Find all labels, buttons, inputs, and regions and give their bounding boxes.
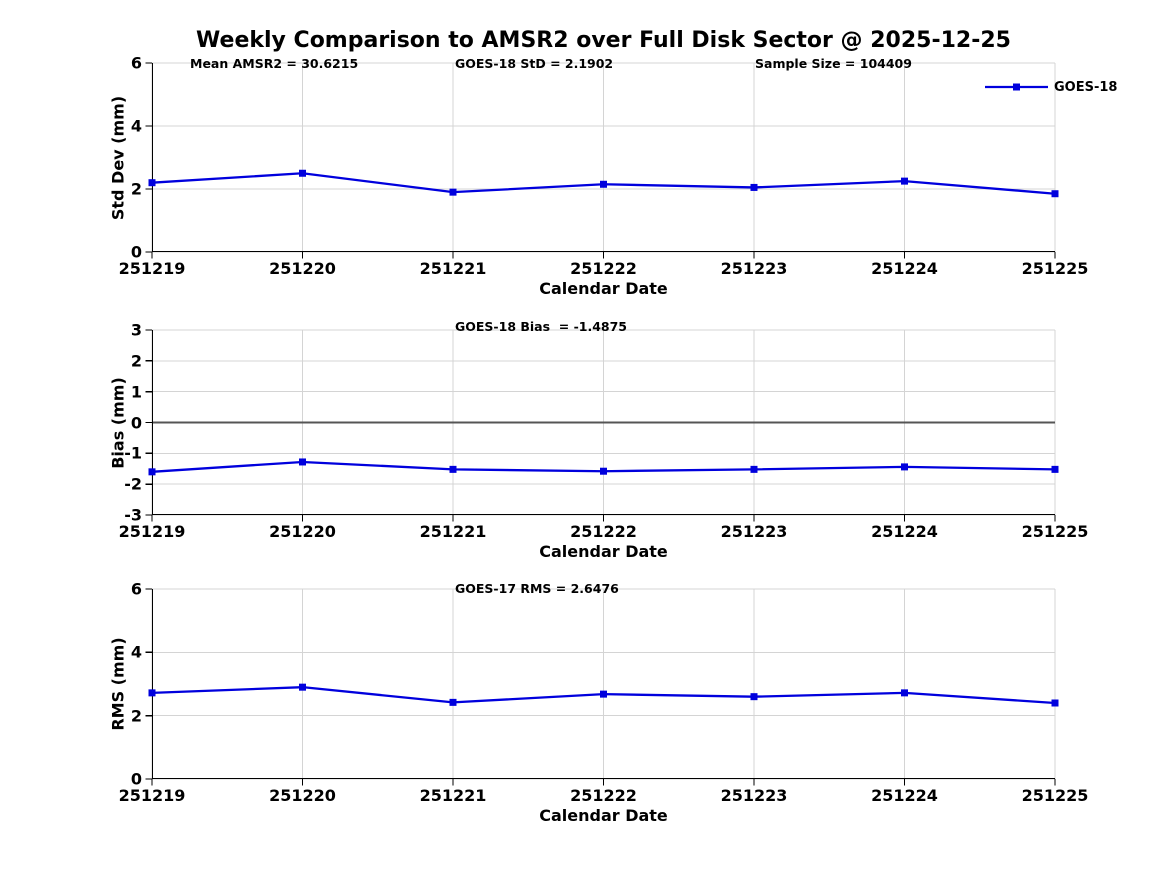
x-tick-label: 251221	[419, 259, 487, 278]
y-tick-label: 6	[130, 53, 142, 73]
x-tick-label: 251221	[419, 522, 487, 541]
bias-plot-area	[145, 329, 1059, 522]
y-tick-label: 4	[130, 642, 142, 662]
y-tick-label: 2	[130, 179, 142, 199]
y-tick-label: 0	[130, 413, 142, 432]
data-point-marker	[750, 183, 758, 191]
x-tick-label: 251220	[269, 259, 336, 278]
data-point-marker	[901, 463, 908, 471]
data-point-marker	[148, 179, 156, 187]
x-tick-label: 251225	[1021, 786, 1089, 805]
bias-x-axis-label: Calendar Date	[539, 542, 668, 561]
y-tick-label: 4	[130, 116, 142, 136]
x-tick-label: 251224	[871, 786, 938, 805]
stddev-plot-area	[145, 62, 1059, 259]
data-point-marker	[449, 698, 457, 706]
data-point-marker	[299, 458, 306, 466]
rms-plot-area	[145, 588, 1059, 786]
annotation-sample-size: Sample Size = 104409	[755, 56, 912, 71]
data-point-marker	[1051, 465, 1059, 473]
data-point-marker	[600, 467, 607, 475]
x-tick-label: 251224	[871, 522, 938, 541]
x-tick-label: 251219	[118, 259, 186, 278]
x-tick-label: 251222	[570, 259, 637, 278]
legend: GOES-18	[985, 79, 1118, 95]
data-point-marker	[148, 689, 156, 697]
y-tick-label: 2	[130, 351, 142, 371]
y-tick-label: 3	[130, 320, 142, 340]
x-tick-label: 251225	[1021, 259, 1089, 278]
stddev-subplot: Mean AMSR2 = 30.6215 GOES-18 StD = 2.190…	[109, 54, 1118, 299]
data-point-marker	[1051, 699, 1059, 707]
x-tick-label: 251221	[419, 786, 487, 805]
rms-y-axis-label: RMS (mm)	[108, 637, 128, 731]
legend-square-marker-icon	[1013, 83, 1020, 91]
annotation-goes18-std: GOES-18 StD = 2.1902	[455, 56, 614, 71]
data-point-marker	[901, 177, 908, 185]
x-tick-label: 251223	[720, 259, 788, 278]
rms-subplot: GOES-17 RMS = 2.6476 RMS (mm) Calendar D…	[109, 580, 1089, 826]
x-tick-label: 251225	[1021, 522, 1089, 541]
y-tick-label: -3	[124, 505, 142, 525]
y-tick-label: 6	[130, 579, 142, 599]
x-tick-label: 251224	[871, 259, 938, 278]
y-tick-label: -2	[124, 474, 142, 494]
data-point-marker	[750, 465, 758, 473]
legend-label: GOES-18	[1054, 79, 1118, 95]
data-point-marker	[750, 693, 758, 701]
x-tick-label: 251220	[269, 522, 336, 541]
x-tick-label: 251222	[570, 522, 637, 541]
data-point-marker	[449, 188, 457, 196]
data-point-marker	[299, 169, 306, 177]
legend-line-sample	[985, 83, 1048, 91]
y-tick-label: 0	[130, 242, 142, 262]
y-tick-label: -1	[124, 443, 142, 463]
data-point-marker	[901, 689, 908, 697]
x-tick-label: 251223	[720, 522, 788, 541]
stddev-y-axis-label: Std Dev (mm)	[108, 95, 128, 220]
x-tick-label: 251222	[570, 786, 637, 805]
data-point-marker	[600, 180, 607, 188]
annotation-mean-amsr2: Mean AMSR2 = 30.6215	[190, 56, 359, 71]
data-point-marker	[1051, 190, 1059, 198]
x-tick-label: 251219	[118, 786, 186, 805]
y-tick-label: 0	[130, 769, 142, 789]
rms-x-axis-label: Calendar Date	[539, 806, 668, 825]
y-tick-label: 2	[130, 706, 142, 726]
bias-subplot: GOES-18 Bias = -1.4875 Bias (mm) Calenda…	[109, 319, 1089, 561]
data-point-marker	[600, 690, 607, 698]
x-tick-label: 251219	[118, 522, 186, 541]
y-tick-label: 1	[130, 382, 142, 402]
data-point-marker	[449, 465, 457, 473]
annotation-goes18-bias: GOES-18 Bias = -1.4875	[455, 319, 628, 334]
stddev-x-axis-label: Calendar Date	[539, 279, 668, 298]
annotation-goes17-rms: GOES-17 RMS = 2.6476	[455, 581, 619, 596]
x-tick-label: 251220	[269, 786, 336, 805]
x-tick-label: 251223	[720, 786, 788, 805]
figure-title: Weekly Comparison to AMSR2 over Full Dis…	[196, 28, 1011, 53]
data-point-marker	[148, 468, 156, 476]
data-point-marker	[299, 683, 306, 691]
